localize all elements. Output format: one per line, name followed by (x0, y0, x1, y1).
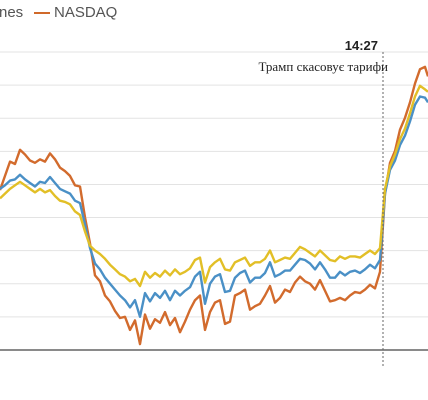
legend-item-dow-jones: nes (0, 4, 23, 21)
annotation-time: 14:27 (344, 38, 378, 53)
annotation-text: Трамп скасовує тарифи (258, 59, 388, 74)
series-line-2 (0, 95, 428, 318)
series-line-1 (0, 65, 428, 346)
chart-series (0, 65, 428, 346)
series-line-3 (0, 84, 428, 288)
legend-swatch-nasdaq (34, 11, 50, 14)
chart-legend: nes NASDAQ (0, 4, 428, 26)
chart-grid (0, 51, 428, 351)
legend-label-nasdaq: NASDAQ (54, 4, 118, 21)
legend-item-nasdaq: NASDAQ (34, 4, 117, 21)
legend-label-dow-jones: nes (0, 4, 24, 21)
